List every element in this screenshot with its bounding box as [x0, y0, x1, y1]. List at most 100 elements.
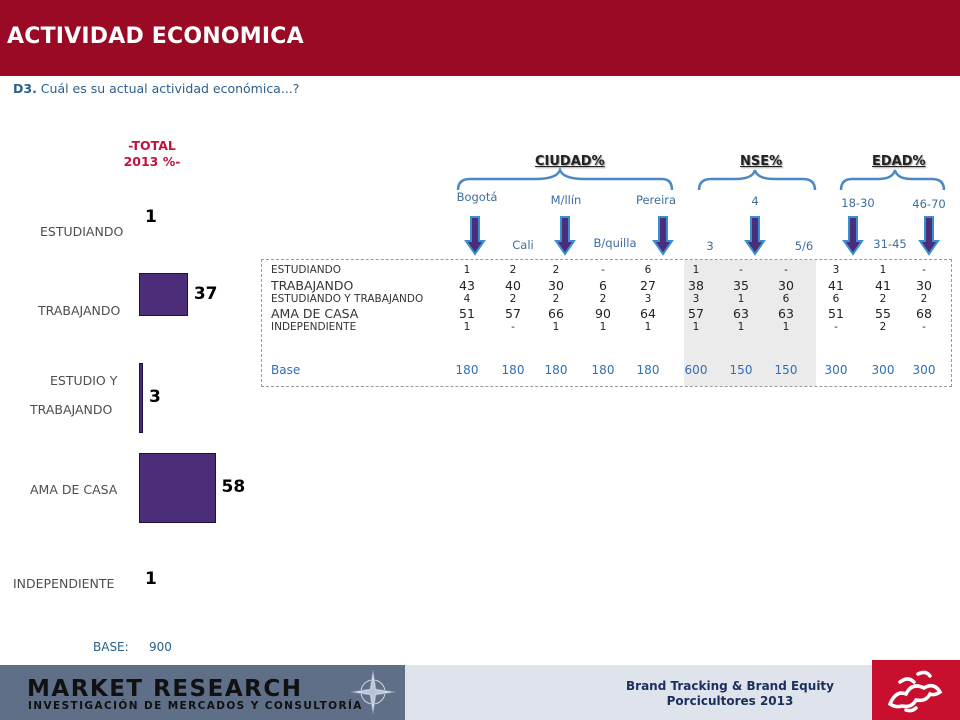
- table-cell: 2: [879, 321, 887, 333]
- table-cell: 1: [599, 321, 607, 333]
- col-header-barranquilla: B/quilla: [593, 236, 637, 250]
- table-cell: 4: [463, 293, 471, 305]
- table-cell: 57: [505, 306, 521, 321]
- chart-title-line1: -TOTAL: [128, 138, 176, 153]
- table-base-cell: 180: [455, 363, 479, 377]
- table-cell: -: [739, 264, 743, 276]
- table-row-label: ESTUDIANDO: [271, 264, 341, 276]
- table-cell: 1: [737, 293, 745, 305]
- table-row-label: TRABAJANDO: [271, 278, 354, 293]
- table-cell: 30: [916, 278, 932, 293]
- page-title: ACTIVIDAD ECONOMICA: [7, 24, 304, 49]
- bar-value-label: 37: [193, 283, 218, 304]
- table-cell: 43: [459, 278, 475, 293]
- table-cell: 1: [692, 321, 700, 333]
- bar-value-label: 58: [221, 477, 246, 497]
- table-cell: 1: [644, 321, 652, 333]
- arrow-down-icon: [653, 216, 673, 255]
- table-cell: 2: [879, 293, 887, 305]
- table-cell: 6: [782, 293, 790, 305]
- col-header-nse56: 5/6: [794, 239, 814, 253]
- table-cell: 1: [737, 321, 745, 333]
- table-cell: 41: [875, 278, 891, 293]
- table-cell: 51: [459, 306, 475, 321]
- arrow-down-icon: [919, 216, 939, 255]
- table-cell: 3: [832, 264, 840, 276]
- crosstab-table: [261, 259, 952, 387]
- table-cell: 6: [644, 264, 652, 276]
- logo-sub-text: INVESTIGACIÓN DE MERCADOS Y CONSULTORÍA: [28, 700, 363, 712]
- header-banner: ACTIVIDAD ECONOMICA: [0, 0, 960, 76]
- group-header-nse: NSE%: [740, 154, 783, 169]
- bar-ama-de-casa: [139, 453, 216, 523]
- table-base-cell: 150: [774, 363, 798, 377]
- table-cell: 2: [509, 293, 517, 305]
- table-base-cell: 600: [684, 363, 708, 377]
- arrow-down-icon: [555, 216, 575, 255]
- question-text: D3. Cuál es su actual actividad económic…: [13, 81, 299, 96]
- table-cell: 1: [463, 264, 471, 276]
- table-cell: 2: [552, 264, 560, 276]
- table-cell: 30: [548, 278, 564, 293]
- table-row-label: AMA DE CASA: [271, 306, 359, 321]
- table-cell: 68: [916, 306, 932, 321]
- brand-line-1: Brand Tracking & Brand Equity: [626, 679, 834, 693]
- table-cell: 64: [640, 306, 656, 321]
- table-cell: 3: [692, 293, 700, 305]
- col-header-cali: Cali: [512, 238, 534, 252]
- table-cell: -: [784, 264, 788, 276]
- table-base-cell: 300: [912, 363, 936, 377]
- column-arrows: [465, 216, 939, 255]
- question-body: Cuál es su actual actividad económica...…: [36, 81, 300, 96]
- table-cell: -: [601, 264, 605, 276]
- chart-title: -TOTAL 2013 %-: [112, 138, 192, 170]
- chart-title-line2: 2013 %-: [123, 154, 181, 169]
- table-cell: 66: [548, 306, 564, 321]
- category-label-ama-de-casa: AMA DE CASA: [30, 482, 118, 497]
- table-cell: 90: [595, 306, 611, 321]
- brand-line-2: Porcicultores 2013: [666, 694, 794, 708]
- table-cell: 2: [552, 293, 560, 305]
- table-base-cell: 180: [636, 363, 660, 377]
- table-base-cell: 180: [591, 363, 615, 377]
- table-base-label: Base: [271, 363, 301, 377]
- category-label-trabajando: TRABAJANDO: [38, 303, 121, 318]
- col-header-edad-31-45: 31-45: [873, 237, 907, 251]
- chart-base-value: 900: [149, 640, 172, 654]
- table-cell: 51: [828, 306, 844, 321]
- compass-rose-icon: [350, 669, 396, 715]
- col-header-nse4: 4: [751, 194, 759, 208]
- table-row-label: ESTUDIANDO Y TRABAJANDO: [271, 293, 424, 305]
- table-cell: -: [922, 321, 926, 333]
- bracket-edad: [839, 169, 946, 191]
- logo-main-text: MARKET RESEARCH: [27, 676, 303, 702]
- col-header-medellin: M/llín: [550, 193, 582, 207]
- table-base-cell: 180: [544, 363, 568, 377]
- arrow-down-icon: [465, 216, 485, 255]
- table-cell: 1: [463, 321, 471, 333]
- table-cell: -: [922, 264, 926, 276]
- category-label-estudio-line1: ESTUDIO Y: [50, 373, 118, 388]
- client-logo-box: [872, 660, 960, 720]
- category-label-estudio-line2: TRABAJANDO: [30, 402, 113, 417]
- table-cell: 30: [778, 278, 794, 293]
- col-header-edad-18-30: 18-30: [841, 196, 875, 210]
- table-cell: 55: [875, 306, 891, 321]
- table-cell: 27: [640, 278, 656, 293]
- table-cell: 1: [782, 321, 790, 333]
- table-cell: 1: [552, 321, 560, 333]
- bar-value-label: 1: [145, 569, 157, 589]
- table-base-cell: 150: [729, 363, 753, 377]
- group-header-ciudad: CIUDAD%: [535, 154, 605, 169]
- table-cell: 6: [832, 293, 840, 305]
- bar-estudio-y-trabajando: [139, 363, 143, 433]
- table-cell: 3: [644, 293, 652, 305]
- table-cell: 2: [920, 293, 928, 305]
- footer: MARKET RESEARCH INVESTIGACIÓN DE MERCADO…: [0, 660, 960, 720]
- arrow-down-icon: [843, 216, 863, 255]
- table-cell: 40: [505, 278, 521, 293]
- bracket-nse: [697, 169, 817, 191]
- table-cell: 41: [828, 278, 844, 293]
- bar-value-label: 3: [148, 387, 161, 407]
- table-cell: 63: [733, 306, 749, 321]
